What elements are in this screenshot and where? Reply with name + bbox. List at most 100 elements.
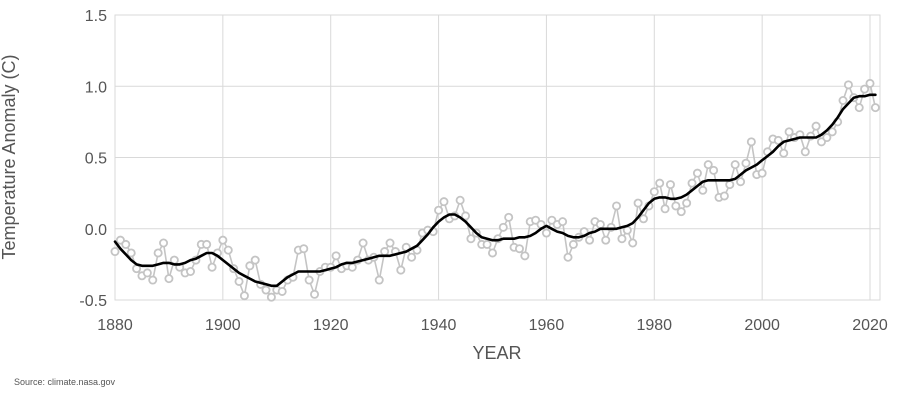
- annual-point: [746, 137, 756, 147]
- annual-point: [434, 205, 444, 215]
- annual-point: [736, 177, 746, 187]
- annual-line: [114, 81, 877, 299]
- annual-point: [822, 133, 832, 143]
- annual-point: [725, 180, 735, 190]
- annual-point: [633, 198, 643, 208]
- annual-point: [612, 201, 622, 211]
- annual-point: [385, 238, 395, 248]
- annual-point: [331, 251, 341, 261]
- annual-point: [682, 198, 692, 208]
- annual-point: [730, 160, 740, 170]
- annual-point: [870, 103, 880, 113]
- annual-point: [784, 127, 794, 137]
- annual-point: [514, 244, 524, 254]
- annual-point: [709, 165, 719, 175]
- annual-point: [461, 211, 471, 221]
- x-tick-label: 1960: [529, 317, 565, 334]
- annual-point: [466, 234, 476, 244]
- annual-point: [299, 244, 309, 254]
- annual-point: [482, 239, 492, 249]
- annual-point: [153, 248, 163, 258]
- annual-point: [358, 238, 368, 248]
- annual-point: [239, 291, 249, 301]
- annual-point: [110, 247, 120, 257]
- annual-point: [126, 248, 136, 258]
- annual-point: [563, 252, 573, 262]
- annual-point: [655, 178, 665, 188]
- y-tick-label: 1.0: [85, 79, 107, 96]
- annual-point: [439, 197, 449, 207]
- annual-point: [185, 266, 195, 276]
- annual-point: [649, 187, 659, 197]
- annual-point: [159, 238, 169, 248]
- annual-point: [811, 121, 821, 131]
- annual-point: [741, 158, 751, 168]
- y-axis-title: Temperature Anomaly (C): [0, 54, 19, 259]
- x-tick-label: 1980: [636, 317, 672, 334]
- annual-point: [757, 168, 767, 178]
- annual-point: [277, 286, 287, 296]
- annual-point: [148, 275, 158, 285]
- annual-point: [142, 268, 152, 278]
- annual-point: [698, 185, 708, 195]
- annual-point: [310, 289, 320, 299]
- annual-point: [692, 168, 702, 178]
- annual-point: [261, 285, 271, 295]
- annual-point: [541, 228, 551, 238]
- y-tick-label: 0.5: [85, 151, 107, 168]
- x-tick-label: 1880: [97, 317, 133, 334]
- annual-point: [304, 275, 314, 285]
- annual-point: [585, 235, 595, 245]
- annual-point: [639, 214, 649, 224]
- y-tick-label: 1.5: [85, 8, 107, 25]
- annual-point: [407, 252, 417, 262]
- x-tick-label: 1920: [313, 317, 349, 334]
- source-note: Source: climate.nasa.gov: [14, 377, 116, 387]
- annual-point: [854, 103, 864, 113]
- annual-point: [665, 180, 675, 190]
- annual-point: [687, 178, 697, 188]
- annual-point: [595, 219, 605, 229]
- annual-point: [245, 261, 255, 271]
- annual-point: [773, 135, 783, 145]
- y-tick-label: 0.0: [85, 222, 107, 239]
- annual-point: [396, 265, 406, 275]
- annual-point: [266, 292, 276, 302]
- annual-point: [660, 204, 670, 214]
- annual-point: [498, 222, 508, 232]
- x-tick-label: 2020: [852, 317, 888, 334]
- annual-point: [843, 80, 853, 90]
- x-axis-title: YEAR: [472, 343, 521, 363]
- annual-point: [455, 195, 465, 205]
- smoothed-series: [113, 93, 877, 288]
- x-tick-label: 2000: [744, 317, 780, 334]
- annual-point: [234, 276, 244, 286]
- annual-point: [558, 217, 568, 227]
- annual-point: [628, 238, 638, 248]
- annual-point: [207, 262, 217, 272]
- annual-point: [121, 239, 131, 249]
- annual-point: [779, 148, 789, 158]
- annual-point: [800, 147, 810, 157]
- annual-point: [218, 235, 228, 245]
- annual-point: [202, 239, 212, 249]
- annual-point: [347, 262, 357, 272]
- annual-point: [719, 191, 729, 201]
- annual-point: [374, 275, 384, 285]
- annual-point: [601, 235, 611, 245]
- tick-labels: -0.5 0.0 0.5 1.0 1.5 1880 1900 1920 1940 1960 1980…: [79, 8, 887, 334]
- annual-point: [223, 245, 233, 255]
- annual-point: [860, 84, 870, 94]
- annual-point: [703, 160, 713, 170]
- annual-point: [838, 96, 848, 106]
- annual-point: [568, 239, 578, 249]
- x-tick-label: 1940: [421, 317, 457, 334]
- annual-point: [865, 78, 875, 88]
- smoothed-line: [113, 93, 877, 288]
- annual-point: [250, 255, 260, 265]
- x-tick-label: 1900: [205, 317, 241, 334]
- annual-mean-series: [110, 78, 880, 302]
- annual-point: [380, 247, 390, 257]
- annual-point: [487, 248, 497, 258]
